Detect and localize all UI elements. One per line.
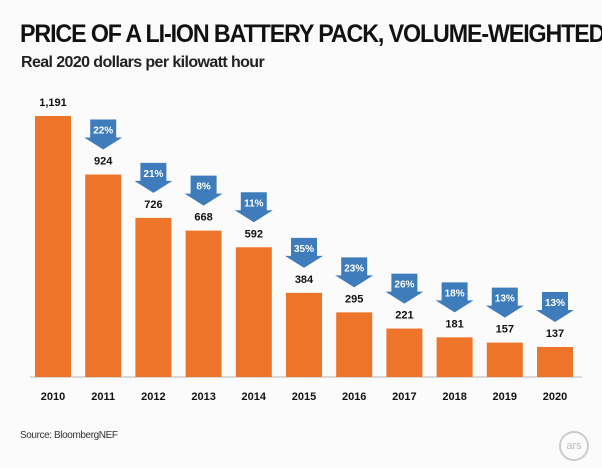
x-tick-label-2017: 2017 xyxy=(392,391,416,403)
bar-2011 xyxy=(85,174,122,377)
x-tick-label-2018: 2018 xyxy=(442,391,466,403)
x-tick-label-2011: 2011 xyxy=(91,391,115,403)
down-arrow-icon-2012 xyxy=(134,162,173,193)
x-tick-label-2016: 2016 xyxy=(342,391,366,403)
bar-2017 xyxy=(386,328,423,377)
change-label-2020: 13% xyxy=(545,298,565,309)
value-label-2015: 384 xyxy=(295,274,314,286)
source-note: Source: BloombergNEF xyxy=(20,430,118,441)
down-arrow-icon-2014 xyxy=(234,192,273,223)
down-arrow-icon-2016 xyxy=(335,257,374,288)
chart-subtitle: Real 2020 dollars per kilowatt hour xyxy=(21,54,265,71)
bar-2012 xyxy=(135,217,172,377)
value-label-2019: 157 xyxy=(496,324,514,336)
change-label-2014: 11% xyxy=(244,198,264,209)
x-tick-label-2012: 2012 xyxy=(141,391,165,403)
x-tick-label-2019: 2019 xyxy=(493,391,517,403)
bar-2014 xyxy=(235,247,272,377)
value-label-2014: 592 xyxy=(245,228,263,240)
value-label-2012: 726 xyxy=(144,199,162,211)
change-label-2016: 23% xyxy=(344,263,364,274)
bar-2016 xyxy=(336,312,373,377)
value-label-2011: 924 xyxy=(94,156,113,168)
down-arrow-icon-2020 xyxy=(536,291,574,322)
down-arrow-icon-2013 xyxy=(184,175,223,206)
value-label-2017: 221 xyxy=(395,310,413,322)
value-label-2018: 181 xyxy=(445,318,463,330)
down-arrow-icon-2018 xyxy=(435,282,474,313)
x-tick-label-2013: 2013 xyxy=(191,391,215,403)
change-label-2019: 13% xyxy=(495,294,515,305)
bar-2013 xyxy=(185,230,222,377)
change-label-2013: 8% xyxy=(196,182,211,193)
change-label-2015: 35% xyxy=(294,244,314,255)
x-tick-label-2015: 2015 xyxy=(292,391,316,403)
chart-title: PRICE OF A LI-ION BATTERY PACK, VOLUME-W… xyxy=(20,20,602,48)
value-label-2016: 295 xyxy=(345,293,363,305)
bar-2020 xyxy=(537,346,573,377)
value-label-2010: 1,191 xyxy=(39,97,67,109)
down-arrow-icon-2017 xyxy=(385,273,424,304)
value-label-2013: 668 xyxy=(194,212,212,224)
x-tick-label-2014: 2014 xyxy=(242,391,267,403)
bar-2010 xyxy=(35,116,71,377)
down-arrow-icon-2015 xyxy=(285,237,323,268)
change-label-2012: 21% xyxy=(143,169,163,180)
bar-2018 xyxy=(436,337,473,377)
change-label-2018: 18% xyxy=(445,288,465,299)
down-arrow-icon-2019 xyxy=(485,287,524,318)
down-arrow-icon-2011 xyxy=(84,119,123,150)
bar-2019 xyxy=(486,342,523,377)
x-tick-label-2020: 2020 xyxy=(543,391,567,403)
value-label-2020: 137 xyxy=(546,328,564,340)
change-label-2011: 22% xyxy=(93,126,113,137)
change-label-2017: 26% xyxy=(394,280,414,291)
bar-2015 xyxy=(286,292,322,377)
x-tick-label-2010: 2010 xyxy=(41,391,65,403)
ars-logo: ars xyxy=(559,431,589,461)
